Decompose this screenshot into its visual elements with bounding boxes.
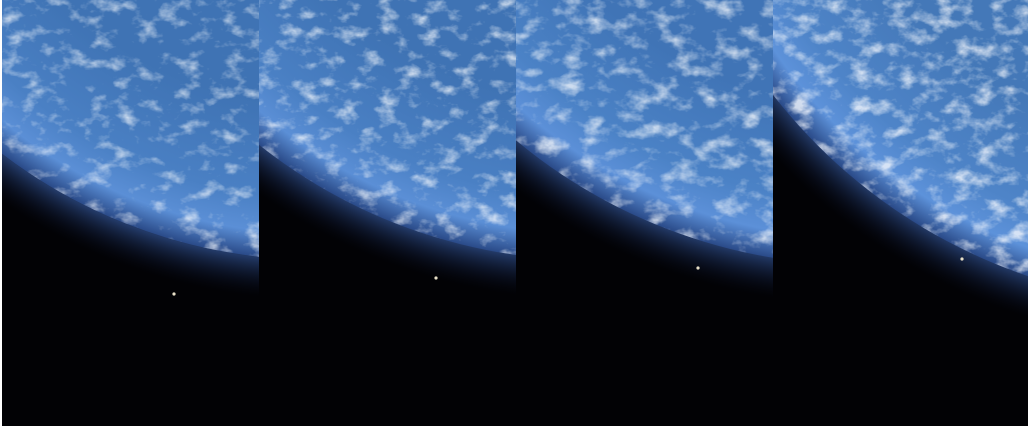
photo-frame-2	[259, 0, 516, 426]
bottom-border	[0, 426, 1030, 432]
frame-3-scene	[516, 0, 773, 426]
point-of-light	[696, 266, 700, 270]
point-of-light	[434, 276, 438, 280]
photo-frame-1	[2, 0, 259, 426]
photo-frame-3	[516, 0, 773, 426]
point-of-light	[172, 292, 176, 296]
frame-2-scene	[259, 0, 516, 426]
point-of-light	[960, 257, 964, 261]
frame-1-scene	[2, 0, 259, 426]
right-border	[1028, 0, 1030, 432]
photo-frame-4	[773, 0, 1028, 426]
frame-4-scene	[773, 0, 1028, 426]
